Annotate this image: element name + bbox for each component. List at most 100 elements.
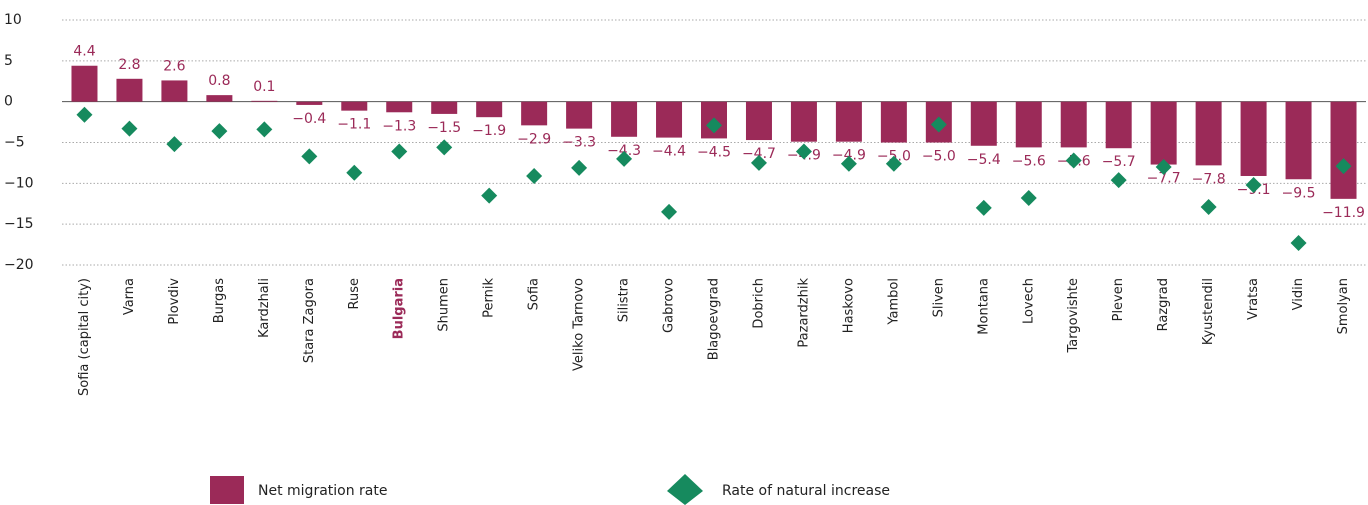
diamond-marker	[571, 159, 588, 176]
value-label: −4.9	[832, 148, 866, 164]
bar	[296, 101, 323, 105]
x-tick-label: Yambol	[886, 278, 901, 326]
diamond-marker	[166, 136, 183, 153]
x-tick-label: Plovdiv	[167, 278, 182, 325]
x-tick-label: Blagoevgrad	[707, 278, 722, 360]
x-tick-label: Sofia (capital city)	[77, 278, 92, 396]
x-tick-label: Lovech	[1021, 278, 1036, 324]
x-tick-label: Dobrich	[751, 278, 766, 329]
value-label: −11.9	[1322, 205, 1365, 221]
legend-swatch	[210, 476, 244, 504]
x-tick-label: Smolyan	[1336, 278, 1351, 334]
x-tick-label: Burgas	[212, 278, 227, 323]
diamond-marker	[1020, 190, 1037, 207]
diamond-marker	[211, 123, 228, 140]
value-label: 0.1	[253, 79, 275, 95]
value-label: −5.4	[967, 152, 1001, 168]
bar	[431, 101, 458, 114]
value-label: 2.8	[118, 57, 140, 73]
x-tick-label: Gabrovo	[662, 278, 677, 333]
value-label: −1.5	[427, 120, 461, 136]
x-tick-label: Targovishte	[1066, 278, 1081, 354]
bar	[341, 101, 368, 111]
value-label: −2.9	[517, 131, 551, 147]
diamond-marker	[76, 106, 93, 123]
value-label: −1.1	[337, 117, 371, 133]
y-tick-label: −5	[4, 135, 25, 151]
x-tick-label: Shumen	[437, 278, 452, 332]
value-label: 2.6	[163, 58, 185, 74]
bar	[251, 100, 278, 102]
bar	[161, 80, 188, 102]
bar	[206, 95, 233, 102]
x-tick-label: Pleven	[1111, 278, 1126, 321]
bar	[1285, 101, 1312, 180]
bar	[970, 101, 997, 146]
x-tick-label: Pernik	[482, 278, 497, 318]
value-label: −1.9	[472, 123, 506, 139]
value-label: −4.3	[607, 143, 641, 159]
diamond-marker	[121, 120, 138, 137]
value-label: −5.6	[1012, 153, 1046, 169]
x-tick-label: Sofia	[527, 278, 542, 310]
legend-label: Net migration rate	[258, 483, 387, 499]
bar	[566, 101, 593, 129]
x-tick-label: Veliko Tarnovo	[572, 278, 587, 371]
value-label: −5.7	[1102, 154, 1136, 170]
diamond-marker	[481, 187, 498, 204]
diamond-marker	[1335, 158, 1352, 175]
legend-swatch	[667, 474, 703, 505]
diamond-marker	[1200, 199, 1217, 216]
y-tick-label: 0	[4, 94, 13, 110]
x-tick-label: Razgrad	[1156, 278, 1171, 331]
diamond-marker	[1110, 172, 1127, 189]
diamond-marker	[1155, 159, 1172, 175]
value-label: −0.4	[292, 111, 326, 127]
bar	[116, 78, 143, 102]
value-label: −4.5	[697, 144, 731, 160]
y-tick-label: −15	[4, 216, 34, 232]
x-tick-label: Bulgaria	[392, 278, 407, 339]
bar	[880, 101, 907, 143]
diamond-marker	[930, 116, 947, 133]
bar	[1195, 101, 1222, 166]
diamond-marker	[436, 139, 453, 156]
x-tick-label: Kardzhali	[257, 278, 272, 338]
diamond-marker	[1245, 176, 1262, 193]
bar	[1060, 101, 1087, 148]
diamond-marker	[795, 143, 812, 160]
x-tick-label: Haskovo	[841, 278, 856, 333]
diamond-marker	[346, 164, 363, 181]
diamond-marker	[256, 121, 273, 138]
value-label: −7.7	[1147, 171, 1181, 187]
y-tick-label: −20	[4, 257, 34, 273]
x-tick-label: Kyustendil	[1201, 278, 1216, 345]
bar	[611, 101, 638, 137]
value-label: −5.0	[922, 149, 956, 165]
bar	[1150, 101, 1177, 165]
bar	[835, 101, 862, 142]
x-tick-label: Ruse	[347, 278, 362, 309]
x-tick-label: Silistra	[617, 278, 632, 322]
value-label: 4.4	[73, 44, 95, 60]
value-label: 0.8	[208, 73, 230, 89]
x-tick-label: Pazardzhik	[796, 278, 811, 348]
y-tick-label: −10	[4, 175, 34, 191]
bar	[71, 65, 98, 102]
x-tick-label: Vratsa	[1246, 278, 1261, 320]
x-tick-label: Varna	[122, 278, 137, 315]
x-tick-label: Sliven	[931, 278, 946, 317]
y-tick-label: 10	[4, 12, 22, 28]
diamond-marker	[1290, 234, 1307, 251]
diamond-marker	[391, 143, 408, 160]
diamond-marker	[526, 167, 543, 184]
bar	[1240, 101, 1267, 176]
bar	[790, 101, 817, 142]
x-tick-label: Montana	[976, 278, 991, 335]
bar	[745, 101, 772, 141]
x-tick-label: Vidin	[1291, 278, 1306, 310]
bar	[1330, 101, 1357, 199]
diamond-marker	[975, 199, 992, 216]
legend-label: Rate of natural increase	[722, 483, 890, 499]
